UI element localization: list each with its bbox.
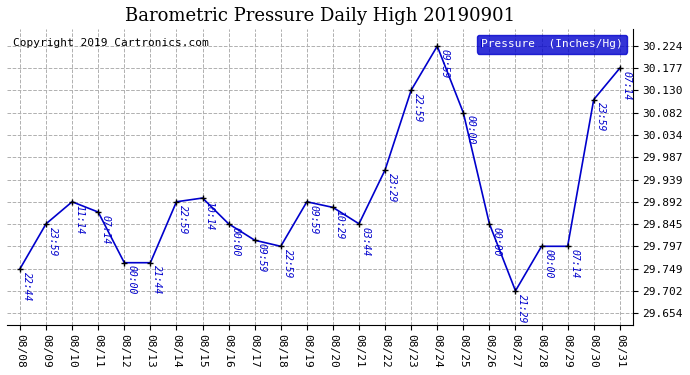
Text: 23:59: 23:59: [48, 226, 58, 256]
Text: 09:59: 09:59: [309, 204, 319, 234]
Text: 11:14: 11:14: [74, 204, 84, 234]
Text: 07:14: 07:14: [569, 249, 580, 279]
Text: 23:59: 23:59: [595, 102, 606, 132]
Legend: Pressure  (Inches/Hg): Pressure (Inches/Hg): [477, 35, 627, 54]
Text: 00:00: 00:00: [126, 266, 136, 295]
Text: 10:29: 10:29: [335, 210, 345, 240]
Text: 00:00: 00:00: [465, 116, 475, 145]
Text: 00:00: 00:00: [491, 226, 502, 256]
Text: 22:59: 22:59: [413, 93, 423, 122]
Text: 10:14: 10:14: [204, 201, 215, 230]
Text: 03:44: 03:44: [361, 226, 371, 256]
Text: 00:00: 00:00: [230, 226, 241, 256]
Text: 21:44: 21:44: [152, 266, 162, 295]
Text: Copyright 2019 Cartronics.com: Copyright 2019 Cartronics.com: [13, 38, 209, 48]
Text: 00:00: 00:00: [544, 249, 553, 279]
Title: Barometric Pressure Daily High 20190901: Barometric Pressure Daily High 20190901: [125, 7, 515, 25]
Text: 23:29: 23:29: [387, 172, 397, 202]
Text: 07:14: 07:14: [100, 215, 110, 244]
Text: 22:59: 22:59: [179, 204, 188, 234]
Text: 22:59: 22:59: [283, 249, 293, 279]
Text: 07:14: 07:14: [622, 71, 632, 100]
Text: 22:44: 22:44: [22, 272, 32, 301]
Text: 21:29: 21:29: [518, 294, 527, 323]
Text: 09:59: 09:59: [257, 243, 266, 272]
Text: 09:59: 09:59: [440, 49, 449, 78]
